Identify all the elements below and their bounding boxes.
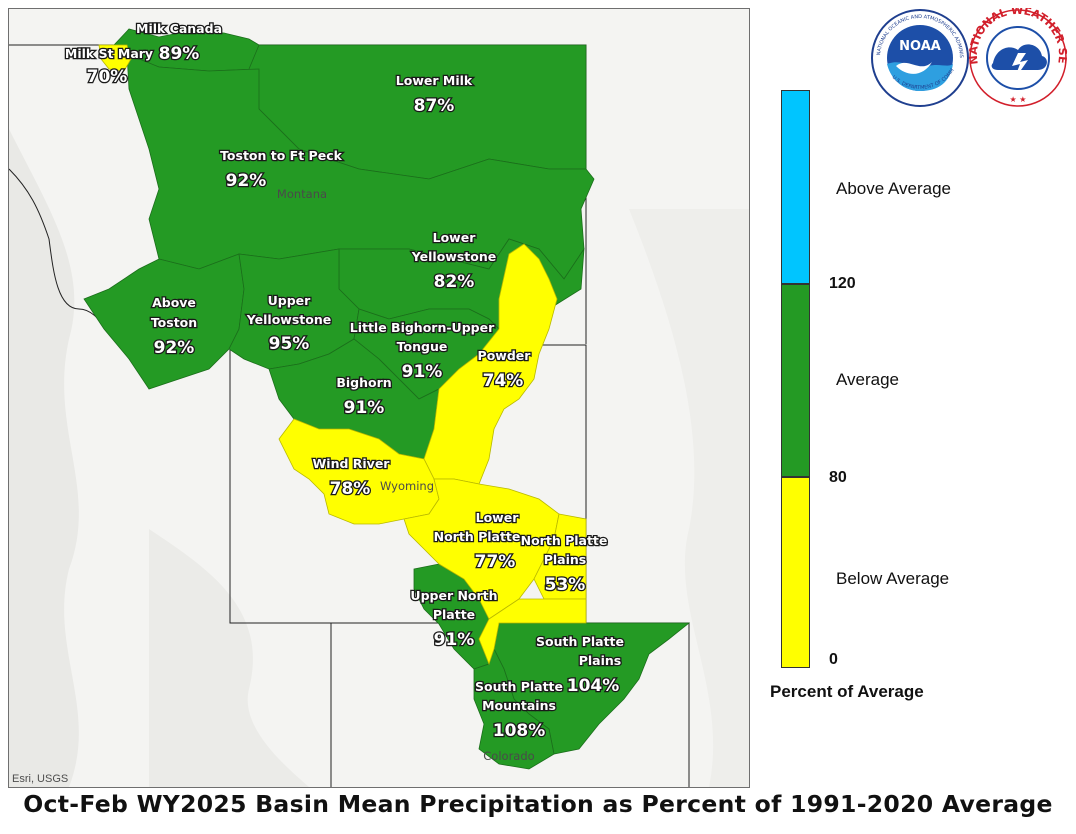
state-label-montana: Montana [277,187,327,201]
basin-label-milk-st-mary: Milk St Mary [65,46,153,61]
basin-label-upper-north-platte-1: Upper North [410,588,497,603]
basin-label-above-toston-2: Toston [151,315,197,330]
basins-average [83,28,691,770]
basin-label-north-platte-plains-2: Plains [544,552,587,567]
state-label-colorado: Colorado [483,749,534,763]
legend-tick-0: 0 [829,651,838,668]
legend-title: Percent of Average [770,682,924,701]
legend-tick-80: 80 [829,469,847,486]
basin-label-little-bighorn-1: Little Bighorn-Upper [350,320,495,335]
basin-pct-south-platte-plains: 104% [567,676,620,696]
legend-label-below: Below Average [836,569,950,588]
legend-swatch-average [781,284,810,477]
map-canvas: Montana Wyoming Colorado Milk Canada 89%… [9,9,749,787]
basin-labels: Milk Canada 89% Milk St Mary 70% Lower M… [64,20,626,743]
basin-label-south-platte-plains-2: Plains [579,653,622,668]
basin-pct-lower-north-platte: 77% [475,552,516,572]
agency-logos: NOAA NATIONAL OCEANIC AND ATMOSPHERIC AD… [864,0,1069,108]
basin-pct-south-platte-mountains: 108% [493,721,546,741]
basin-label-north-platte-plains-1: North Platte [521,533,608,548]
basin-pct-lower-yellowstone: 82% [434,272,475,292]
basin-label-upper-north-platte-2: Platte [433,607,475,622]
state-labels: Montana Wyoming Colorado [277,187,535,763]
basin-label-little-bighorn-2: Tongue [397,339,448,354]
basin-milk-st-mary [98,44,132,72]
legend-swatch-below [781,477,810,668]
basin-pct-upper-yellowstone: 95% [269,334,310,354]
basin-label-lower-north-platte-1: Lower [476,510,520,525]
basin-pct-powder: 74% [483,371,524,391]
basin-map[interactable]: Montana Wyoming Colorado Milk Canada 89%… [8,8,750,788]
basin-pct-upper-north-platte: 91% [434,630,475,650]
basin-pct-above-toston: 92% [154,338,195,358]
nws-stars-icon: ★ ★ [1010,95,1027,104]
basin-label-bighorn: Bighorn [336,375,391,390]
basin-pct-milk-canada: 89% [159,44,200,64]
basins-below [98,44,587,666]
noaa-logo-text: NOAA [899,39,941,54]
legend-tick-120: 120 [829,275,856,292]
basin-label-lower-yellowstone-1: Lower [433,230,477,245]
basin-label-wind-river: Wind River [313,456,391,471]
legend-label-above: Above Average [836,179,951,198]
map-credit: Esri, USGS [12,773,69,785]
basin-pct-toston-ft-peck: 92% [226,171,267,191]
basin-south-platte-mountains [473,647,555,770]
basin-label-powder: Powder [478,348,532,363]
basin-platte-corridor [478,598,587,666]
legend: Above Average 120 Average 80 Below Avera… [760,80,1076,720]
basin-label-lower-north-platte-2: North Platte [434,529,521,544]
noaa-logo: NOAA NATIONAL OCEANIC AND ATMOSPHERIC AD… [865,4,969,107]
basin-label-above-toston-1: Above [152,295,196,310]
basin-label-south-platte-mountains-1: South Platte [475,679,563,694]
state-label-wyoming: Wyoming [380,479,434,493]
basin-label-south-platte-mountains-2: Mountains [482,698,556,713]
basin-powder [423,243,558,485]
basin-label-lower-milk: Lower Milk [396,73,473,88]
basin-label-upper-yellowstone-2: Yellowstone [246,312,331,327]
legend-swatch-above [781,90,810,284]
basin-label-toston-ft-peck: Toston to Ft Peck [220,148,343,163]
basin-pct-little-bighorn: 91% [402,362,443,382]
basin-label-south-platte-plains-1: South Platte [536,634,624,649]
basin-label-milk-canada: Milk Canada [136,21,222,36]
basin-pct-milk-st-mary: 70% [87,67,128,87]
basin-label-upper-yellowstone-1: Upper [268,293,312,308]
legend-label-average: Average [836,370,900,389]
map-title: Oct-Feb WY2025 Basin Mean Precipitation … [23,790,1053,818]
basin-pct-wind-river: 78% [330,479,371,499]
basin-pct-lower-milk: 87% [414,96,455,116]
basin-pct-north-platte-plains: 53% [545,575,586,595]
basin-label-lower-yellowstone-2: Yellowstone [411,249,496,264]
basin-pct-bighorn: 91% [344,398,385,418]
